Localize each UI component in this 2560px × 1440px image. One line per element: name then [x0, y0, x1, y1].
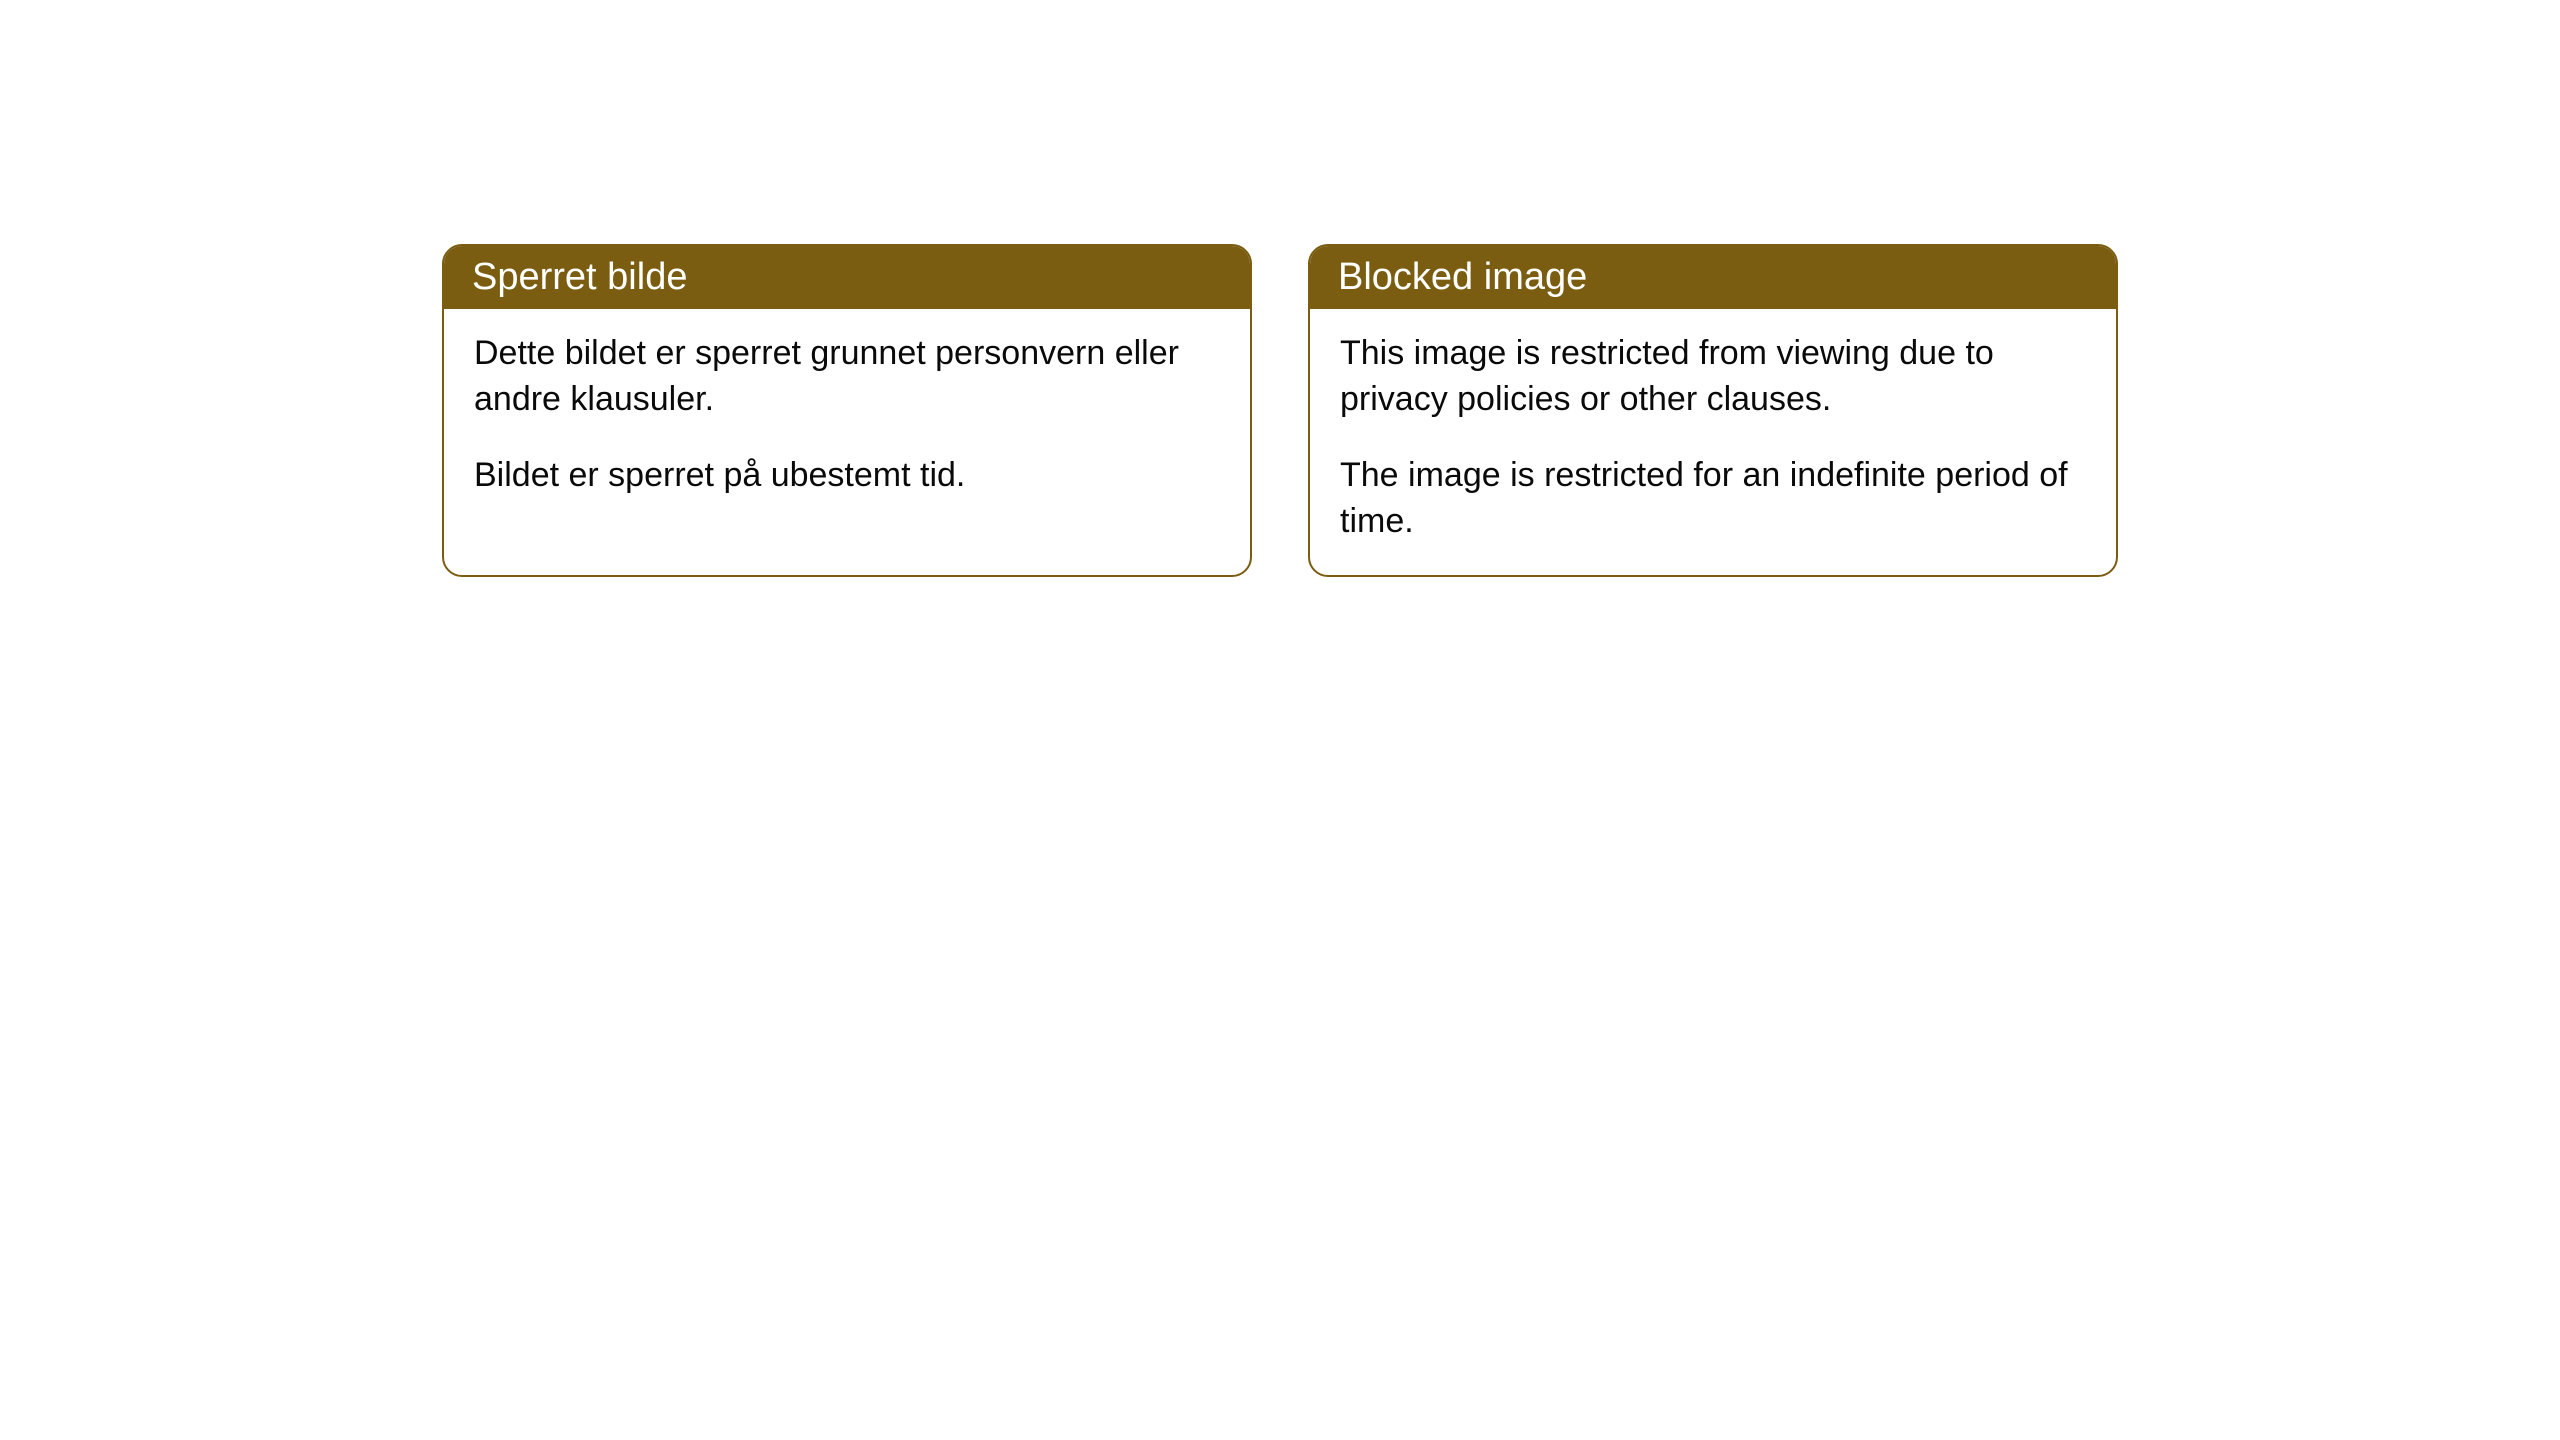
- card-header-no: Sperret bilde: [444, 246, 1250, 309]
- card-text-no-1: Dette bildet er sperret grunnet personve…: [474, 331, 1220, 423]
- cards-container: Sperret bilde Dette bildet er sperret gr…: [0, 244, 2560, 577]
- card-text-en-1: This image is restricted from viewing du…: [1340, 331, 2086, 423]
- card-title-no: Sperret bilde: [472, 256, 687, 298]
- blocked-image-card-no: Sperret bilde Dette bildet er sperret gr…: [442, 244, 1252, 577]
- card-body-no: Dette bildet er sperret grunnet personve…: [444, 309, 1250, 529]
- card-text-en-2: The image is restricted for an indefinit…: [1340, 453, 2086, 545]
- blocked-image-card-en: Blocked image This image is restricted f…: [1308, 244, 2118, 577]
- card-body-en: This image is restricted from viewing du…: [1310, 309, 2116, 575]
- card-title-en: Blocked image: [1338, 256, 1587, 298]
- card-text-no-2: Bildet er sperret på ubestemt tid.: [474, 453, 1220, 499]
- card-header-en: Blocked image: [1310, 246, 2116, 309]
